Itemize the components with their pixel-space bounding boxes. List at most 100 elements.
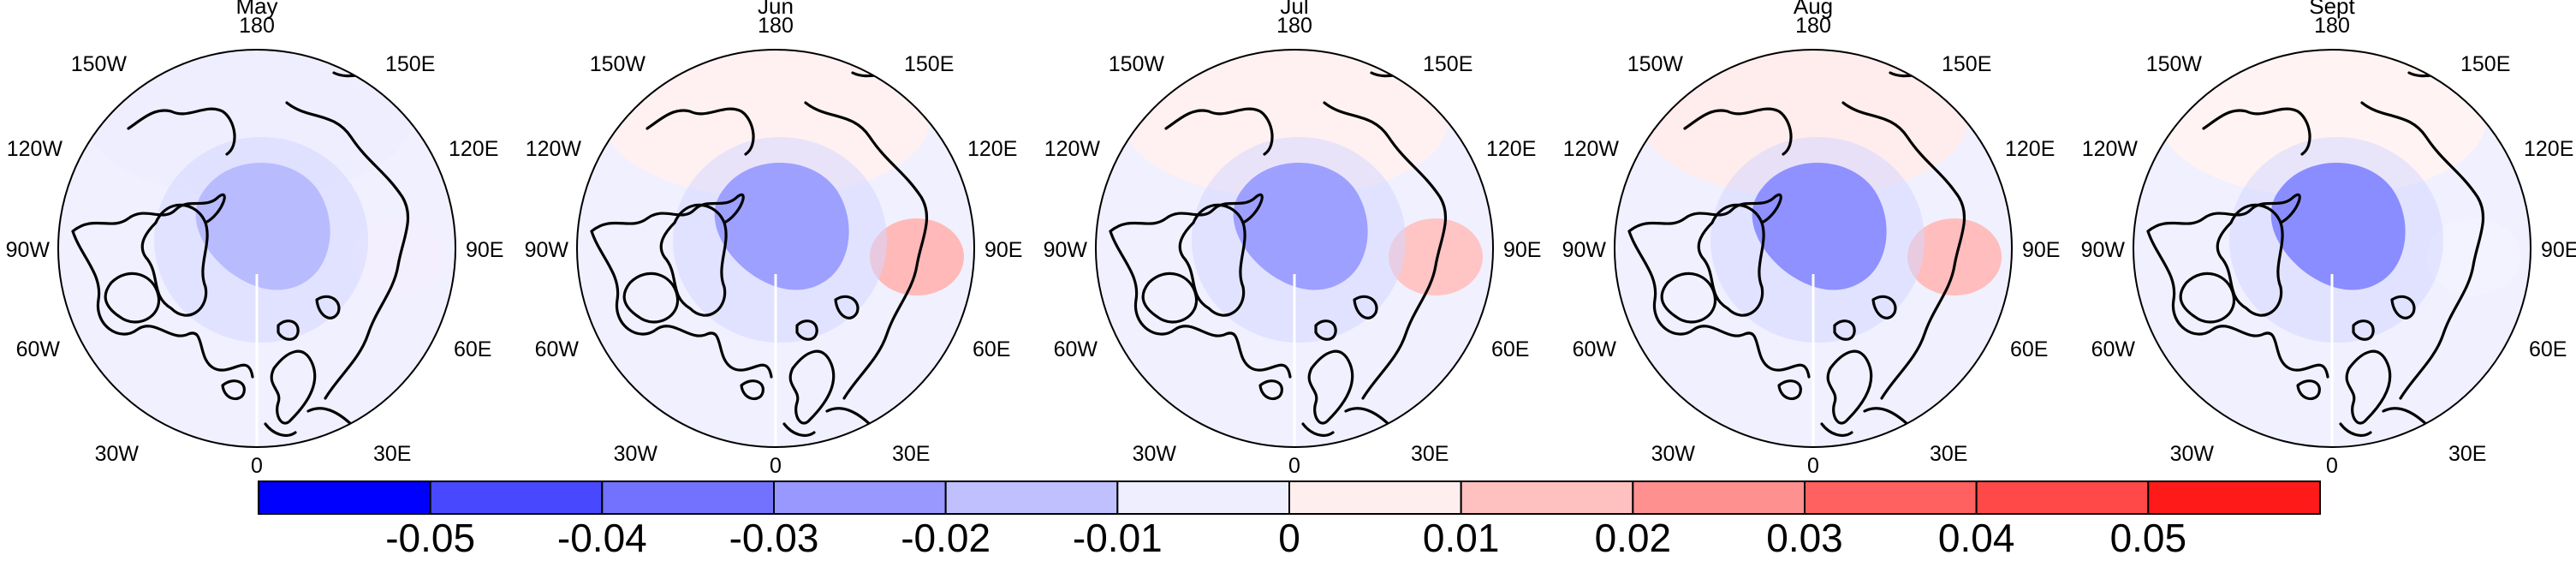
coastline-segment <box>1109 193 1292 379</box>
longitude-label-w150: 150W <box>71 52 128 76</box>
pacific-anomaly <box>604 50 930 197</box>
longitude-label-w120: 120W <box>526 137 582 161</box>
coastline-segment <box>1307 349 1354 425</box>
map-title: Aug <box>1794 0 1833 19</box>
longitude-label-w60: 60W <box>535 337 580 361</box>
colorbar-tick-label: -0.03 <box>729 516 819 560</box>
longitude-label-w90: 90W <box>1562 238 1607 262</box>
colorbar-tick-label: 0 <box>1278 516 1300 560</box>
colorbar-tick-label: 0.03 <box>1766 516 1843 560</box>
colorbar-tick-label: 0.01 <box>1423 516 1500 560</box>
map-title: Sept <box>2309 0 2355 19</box>
longitude-label-e120: 120E <box>449 137 498 161</box>
coastline-segment <box>1141 272 1199 324</box>
coastline-segment <box>104 272 161 324</box>
longitude-label-w150: 150W <box>2146 52 2203 76</box>
longitude-label-w30: 30W <box>1651 442 1696 466</box>
coastline-segment <box>1826 349 1873 425</box>
longitude-label-e90: 90E <box>1503 238 1541 262</box>
longitude-label-n180: 180 <box>1795 14 1831 38</box>
longitude-label-w60: 60W <box>1573 337 1617 361</box>
longitude-label-w120: 120W <box>7 137 63 161</box>
map-title: Jun <box>758 0 794 19</box>
longitude-label-n0: 0 <box>770 454 782 478</box>
coastlines <box>1627 71 1973 437</box>
longitude-label-w30: 30W <box>2170 442 2215 466</box>
arctic-central-anomaly <box>2270 163 2406 290</box>
coastline-segment <box>795 319 818 341</box>
coastline-segment <box>2345 349 2392 425</box>
colorbar-segment <box>773 480 947 515</box>
coastline-segment <box>1660 272 1717 324</box>
pacific-anomaly <box>2161 50 2486 197</box>
coastline-segment <box>1627 193 1811 379</box>
longitude-label-e150: 150E <box>1423 52 1472 76</box>
longitude-label-e30: 30E <box>2448 442 2486 466</box>
coastlines <box>2146 71 2492 437</box>
coastline-segment <box>645 107 755 156</box>
coastline-segment <box>1841 101 1966 400</box>
arctic-central-anomaly <box>1752 163 1887 290</box>
colorbar-segment <box>601 480 775 515</box>
colorbar-segment <box>1460 480 1634 515</box>
longitude-label-w60: 60W <box>2091 337 2136 361</box>
colorbar-segment <box>1288 480 1462 515</box>
longitude-label-w90: 90W <box>1044 238 1088 262</box>
coastline-segment <box>1871 295 1897 319</box>
longitude-label-w150: 150W <box>1627 52 1684 76</box>
longitude-label-w150: 150W <box>1109 52 1165 76</box>
longitude-label-n0: 0 <box>1807 454 1819 478</box>
map-outline <box>576 49 975 448</box>
longitude-label-e150: 150E <box>1942 52 1991 76</box>
map-outline <box>1095 49 1494 448</box>
coastline-segment <box>285 101 410 400</box>
longitude-label-e90: 90E <box>985 238 1022 262</box>
coastline-segment <box>1323 101 1448 400</box>
eurasia-anomaly <box>1389 218 1483 295</box>
longitude-label-e90: 90E <box>2541 238 2576 262</box>
pacific-anomaly <box>1123 50 1449 197</box>
colorbar-segment <box>1975 480 2150 515</box>
colorbar-tick-label: -0.05 <box>385 516 475 560</box>
longitude-label-n180: 180 <box>758 14 794 38</box>
coastline-segment <box>1164 107 1274 156</box>
coastline-segment <box>804 101 929 400</box>
colorbar-segment <box>1804 480 1978 515</box>
coastline-segment <box>1314 319 1337 341</box>
coastline-segment <box>2390 295 2416 319</box>
coastline-segment <box>127 107 236 156</box>
coastline-segment <box>2360 101 2485 400</box>
colorbar-segment <box>258 480 431 515</box>
longitude-label-e60: 60E <box>1491 337 1529 361</box>
longitude-label-e150: 150E <box>904 52 954 76</box>
longitude-label-w30: 30W <box>95 442 140 466</box>
longitude-label-e90: 90E <box>2022 238 2060 262</box>
longitude-label-e30: 30E <box>373 442 411 466</box>
longitude-label-w30: 30W <box>614 442 658 466</box>
pacific-anomaly <box>86 50 411 197</box>
coastlines <box>1109 71 1455 437</box>
longitude-label-w120: 120W <box>2082 137 2139 161</box>
anomaly-field <box>2146 50 2520 447</box>
coastline-segment <box>1683 107 1793 156</box>
arctic-central-anomaly <box>195 163 330 290</box>
longitude-label-n180: 180 <box>1276 14 1312 38</box>
colorbar-tick-label: -0.02 <box>901 516 991 560</box>
anomaly-field <box>71 50 445 447</box>
coastline-segment <box>71 193 254 379</box>
longitude-label-w90: 90W <box>6 238 51 262</box>
map-title: Jul <box>1280 0 1308 19</box>
eurasia-anomaly <box>870 218 964 295</box>
map-outline <box>1614 49 2013 448</box>
colorbar-tick-label: -0.01 <box>1073 516 1163 560</box>
anomaly-field <box>590 50 964 447</box>
longitude-label-w30: 30W <box>1133 442 1177 466</box>
coastline-segment <box>270 349 317 425</box>
longitude-label-n0: 0 <box>251 454 263 478</box>
